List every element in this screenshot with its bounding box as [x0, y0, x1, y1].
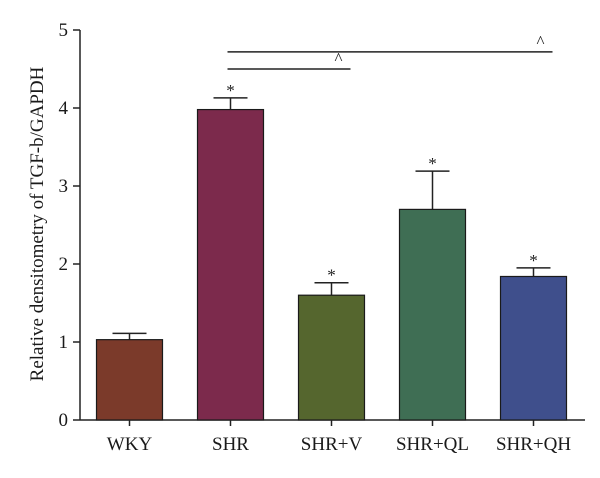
- y-tick-label: 0: [59, 410, 69, 431]
- y-tick-label: 3: [59, 176, 69, 197]
- significance-marker: *: [529, 251, 538, 270]
- y-tick-label: 5: [59, 20, 69, 41]
- y-tick-label: 4: [59, 98, 69, 119]
- significance-marker: *: [226, 81, 235, 100]
- bar: [297, 294, 366, 421]
- bar: [499, 275, 568, 421]
- significance-marker: *: [327, 266, 336, 285]
- comparison-marker: ^: [335, 49, 343, 68]
- comparison-marker: ^: [537, 32, 545, 51]
- y-axis: 0 1 2 3 4 5: [59, 20, 81, 431]
- x-tick-label: SHR+V: [301, 434, 363, 455]
- comparison-bracket: ^: [227, 49, 351, 70]
- bar-group: SHR+QH *: [496, 251, 571, 455]
- x-tick-label: SHR+QH: [496, 434, 571, 455]
- y-axis-title: Relative densitometry of TGF-b/GAPDH: [27, 66, 48, 381]
- x-tick-label: SHR+QL: [396, 434, 469, 455]
- bar: [196, 108, 265, 421]
- bars: WKY SHR * SHR+V * SHR+QL * SHR+QH *: [95, 81, 571, 455]
- bar-group: SHR *: [196, 81, 265, 455]
- y-tick-label: 1: [59, 332, 69, 353]
- x-tick-label: WKY: [107, 434, 153, 455]
- y-tick-label: 2: [59, 254, 69, 275]
- x-tick-label: SHR: [212, 434, 249, 455]
- significance-comparisons: ^^: [227, 32, 553, 70]
- significance-marker: *: [428, 154, 437, 173]
- bar: [95, 339, 164, 421]
- bar-group: SHR+V *: [297, 266, 366, 455]
- bar-group: WKY: [95, 332, 164, 455]
- bar: [398, 208, 467, 421]
- bar-group: SHR+QL *: [396, 154, 469, 455]
- comparison-bracket: ^: [227, 32, 553, 53]
